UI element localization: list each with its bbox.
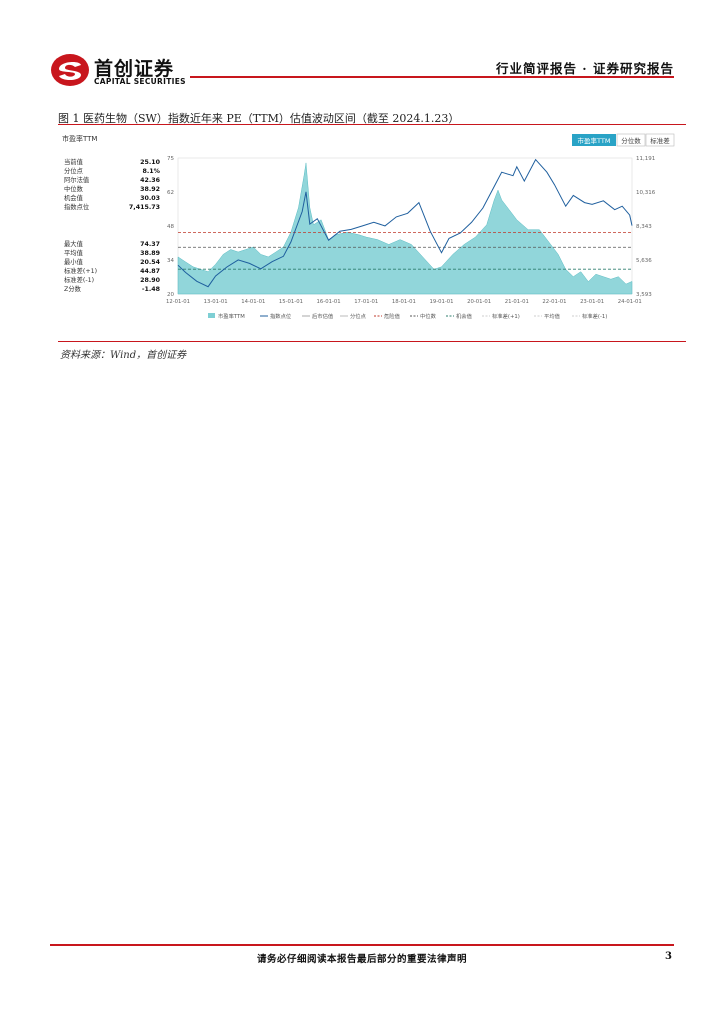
stat-label: 最大值: [64, 239, 84, 248]
x-tick-label: 24-01-01: [618, 299, 642, 305]
figure-title: 图 1 医药生物（SW）指数近年来 PE（TTM）估值波动区间（截至 2024.…: [58, 112, 460, 125]
stat-label: 分位点: [64, 166, 83, 175]
x-tick-label: 15-01-01: [279, 299, 303, 305]
pe-ttm-area: [177, 162, 633, 295]
legend-item[interactable]: 中位数: [410, 312, 437, 320]
figure-source: 资料来源：Wind，首创证券: [60, 350, 187, 361]
x-tick-label: 21-01-01: [505, 299, 529, 305]
legend-item[interactable]: 标准差(-1): [572, 312, 607, 320]
x-tick-label: 16-01-01: [317, 299, 341, 305]
stat-label: 平均值: [64, 248, 84, 257]
legend-swatch: [208, 313, 215, 318]
x-tick-label: 12-01-01: [166, 299, 190, 305]
logo-chinese-name: 首创证券: [94, 58, 175, 80]
stat-label: 当前值: [64, 157, 84, 166]
logo-mark-icon: [51, 54, 89, 86]
tab-std-dev-label: 标准差: [650, 136, 670, 145]
stat-value: 28.90: [140, 277, 161, 284]
x-tick-label: 14-01-01: [241, 299, 265, 305]
legend-item[interactable]: 市盈率TTM: [208, 312, 245, 320]
footer-disclaimer: 请务必仔细阅读本报告最后部分的重要法律声明: [256, 954, 467, 965]
stat-value: 25.10: [140, 159, 161, 166]
y-right-tick-label: 8,343: [636, 224, 652, 230]
legend-item[interactable]: 后市估值: [302, 312, 334, 320]
x-tick-label: 23-01-01: [580, 299, 604, 305]
legend-label: 分位点: [350, 312, 367, 320]
footer-divider: [50, 944, 674, 946]
tab-std-dev[interactable]: [645, 133, 675, 147]
legend-item[interactable]: 指数点位: [260, 312, 292, 320]
legend-item[interactable]: 危险值: [374, 312, 401, 320]
tab-pe-ttm-label: 市盈率TTM: [578, 136, 611, 145]
y-left-tick-label: 48: [167, 224, 174, 230]
y-right-tick-label: 3,593: [636, 292, 652, 298]
legend-label: 平均值: [544, 312, 561, 320]
stat-value: 44.87: [140, 268, 160, 275]
tab-percentile[interactable]: [616, 133, 646, 147]
legend-item[interactable]: 平均值: [534, 312, 561, 320]
x-tick-label: 20-01-01: [467, 299, 491, 305]
plot-area: 75 62 48 34 20 11,191 10,316 8,343 5,636 3,593 12-…: [166, 156, 656, 305]
y-right-tick-label: 5,636: [636, 258, 652, 264]
chart-panel-title: 市盈率TTM: [62, 134, 97, 143]
figure-top-rule: [58, 124, 686, 125]
logo-english-name: CAPITAL SECURITIES: [94, 77, 186, 86]
index-line: [177, 158, 633, 288]
page-number: 3: [665, 951, 672, 962]
stat-value: 8.1%: [143, 168, 161, 175]
stat-label: 指数点位: [64, 202, 90, 211]
header-divider: [190, 76, 674, 78]
legend-label: 机会值: [456, 312, 473, 320]
legend-label: 指数点位: [270, 312, 292, 320]
chart-svg: 市盈率TTM 市盈率TTM 分位数 标准差 当前值 25.10 分位点 8.1% 阿尔法…: [62, 133, 675, 320]
stat-label: 标准差(+1): [64, 266, 97, 275]
legend-item[interactable]: 分位点: [340, 312, 367, 320]
legend-label: 标准差(-1): [582, 312, 607, 320]
y-right-tick-label: 10,316: [636, 190, 656, 196]
stat-label: Z分数: [64, 284, 82, 293]
legend-label: 市盈率TTM: [218, 312, 245, 320]
stat-value: -1.48: [142, 286, 160, 293]
legend-item[interactable]: 机会值: [446, 312, 473, 320]
legend-label: 中位数: [420, 312, 437, 320]
chart-tabs: 市盈率TTM 分位数 标准差: [572, 133, 675, 147]
x-tick-label: 22-01-01: [542, 299, 566, 305]
y-left-tick-label: 20: [167, 292, 174, 298]
stat-label: 机会值: [64, 193, 84, 202]
pe-valuation-chart: 市盈率TTM 市盈率TTM 分位数 标准差 当前值 25.10 分位点 8.1% 阿尔法…: [58, 128, 686, 336]
stat-value: 38.89: [140, 250, 160, 257]
stat-value: 42.36: [140, 177, 161, 184]
figure-bottom-rule: [58, 341, 686, 342]
x-tick-label: 18-01-01: [392, 299, 416, 305]
stat-value: 38.92: [140, 186, 160, 193]
y-right-tick-label: 11,191: [636, 156, 655, 162]
tab-pe-ttm[interactable]: [572, 134, 616, 146]
legend-label: 危险值: [384, 312, 401, 320]
stat-value: 7,415.73: [129, 204, 160, 211]
stat-label: 中位数: [64, 184, 84, 193]
legend-label: 后市估值: [312, 312, 334, 320]
y-left-tick-label: 75: [167, 156, 174, 162]
stat-label: 最小值: [64, 257, 84, 266]
company-logo: 首创证券 CAPITAL SECURITIES: [50, 52, 200, 88]
tab-percentile-label: 分位数: [621, 136, 641, 145]
stat-value: 20.54: [140, 259, 161, 266]
stats-panel: 当前值 25.10 分位点 8.1% 阿尔法值 42.36 中位数 38.92 机会值 30.03…: [64, 157, 161, 293]
chart-legend: 市盈率TTM 指数点位 后市估值 分位点 危险值 中位数 机会值 标准差(+1) 平均值 标准差(…: [208, 312, 607, 320]
stat-label: 标准差(-1): [64, 275, 94, 284]
report-type-title: 行业简评报告 · 证券研究报告: [495, 61, 674, 76]
y-left-tick-label: 34: [167, 258, 174, 264]
stat-value: 74.37: [140, 241, 160, 248]
y-left-tick-label: 62: [167, 190, 174, 196]
legend-item[interactable]: 标准差(+1): [482, 312, 520, 320]
legend-label: 标准差(+1): [492, 312, 520, 320]
x-tick-label: 17-01-01: [354, 299, 378, 305]
stat-label: 阿尔法值: [64, 175, 90, 184]
x-tick-label: 19-01-01: [429, 299, 453, 305]
stat-value: 30.03: [140, 195, 160, 202]
x-tick-label: 13-01-01: [204, 299, 228, 305]
